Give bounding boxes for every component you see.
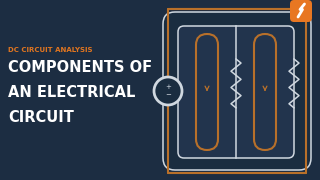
FancyBboxPatch shape (163, 12, 311, 170)
FancyBboxPatch shape (290, 0, 312, 22)
Text: DC CIRCUIT ANALYSIS: DC CIRCUIT ANALYSIS (8, 47, 92, 53)
Text: −: − (165, 92, 171, 98)
Text: +: + (165, 84, 171, 90)
Text: CIRCUIT: CIRCUIT (8, 110, 74, 125)
Circle shape (154, 77, 182, 105)
Text: COMPONENTS OF: COMPONENTS OF (8, 60, 152, 75)
FancyBboxPatch shape (178, 26, 294, 158)
Text: AN ELECTRICAL: AN ELECTRICAL (8, 85, 135, 100)
